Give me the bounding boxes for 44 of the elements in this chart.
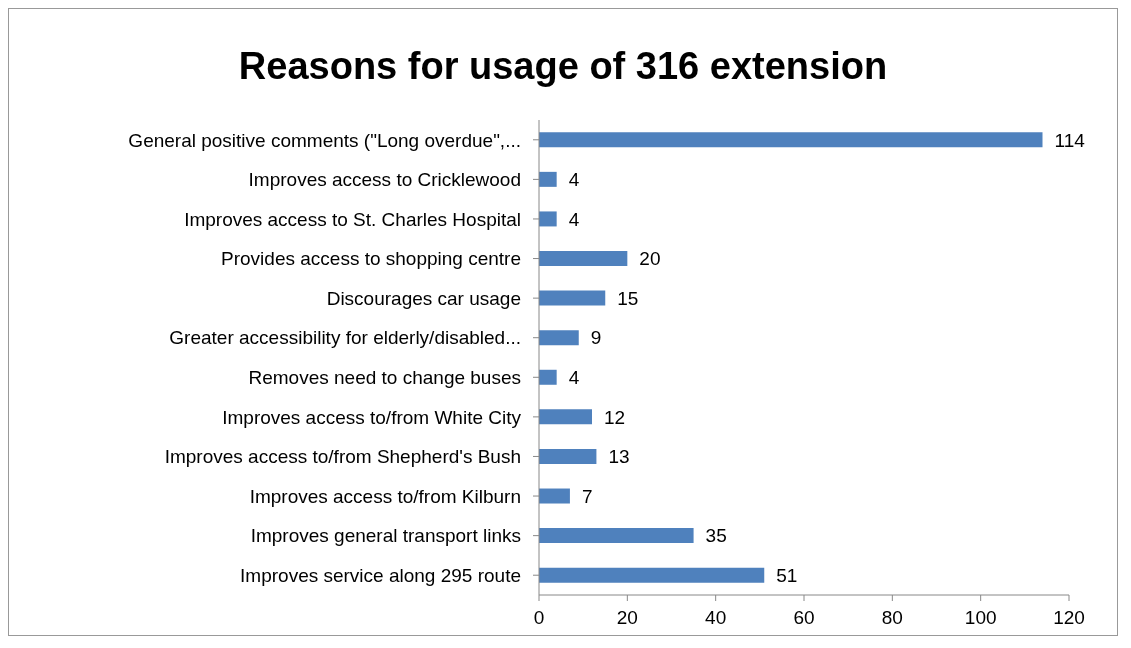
data-label: 35 xyxy=(705,525,727,547)
y-tick-label: Greater accessibility for elderly/disabled... xyxy=(169,327,521,349)
data-label: 114 xyxy=(1054,129,1086,151)
y-tick-label: Improves access to Cricklewood xyxy=(248,169,521,191)
bar xyxy=(539,448,597,464)
x-tick-label: 120 xyxy=(1053,607,1085,629)
bar xyxy=(539,330,579,346)
y-tick-label: Improves access to/from Shepherd's Bush xyxy=(164,446,521,468)
data-label: 4 xyxy=(568,169,580,191)
y-tick-label: Removes need to change buses xyxy=(248,367,521,389)
data-label: 4 xyxy=(568,367,580,389)
x-tick-label: 0 xyxy=(533,607,545,629)
bar xyxy=(539,567,765,583)
y-tick-label: Discourages car usage xyxy=(326,287,521,309)
bar xyxy=(539,528,694,544)
bar xyxy=(539,290,606,306)
bar xyxy=(539,211,557,227)
chart-title: Reasons for usage of 316 extension xyxy=(237,44,889,89)
x-tick-label: 60 xyxy=(793,607,815,629)
bar xyxy=(539,409,592,425)
x-tick-label: 100 xyxy=(964,607,997,629)
y-tick-label: Improves general transport links xyxy=(250,525,521,547)
x-tick-label: 20 xyxy=(616,607,638,629)
y-tick-label: Improves access to/from Kilburn xyxy=(249,485,521,507)
bar xyxy=(539,171,557,187)
y-tick-label: Improves access to/from White City xyxy=(222,406,522,428)
data-label: 12 xyxy=(604,406,626,428)
data-label: 7 xyxy=(581,485,593,507)
y-tick-label: Improves service along 295 route xyxy=(240,564,521,586)
data-label: 4 xyxy=(568,208,580,230)
bar xyxy=(539,132,1043,148)
x-tick-label: 80 xyxy=(881,607,903,629)
bar xyxy=(539,488,570,504)
data-label: 9 xyxy=(590,327,602,349)
y-tick-label: General positive comments ("Long overdue",... xyxy=(128,129,521,151)
data-label: 13 xyxy=(608,446,630,468)
bar xyxy=(539,251,628,267)
data-label: 15 xyxy=(617,287,639,309)
data-label: 20 xyxy=(639,248,661,270)
data-label: 51 xyxy=(776,564,798,586)
y-tick-label: Provides access to shopping centre xyxy=(221,248,521,270)
x-tick-label: 40 xyxy=(705,607,727,629)
y-tick-label: Improves access to St. Charles Hospital xyxy=(184,208,521,230)
bar xyxy=(539,369,557,385)
